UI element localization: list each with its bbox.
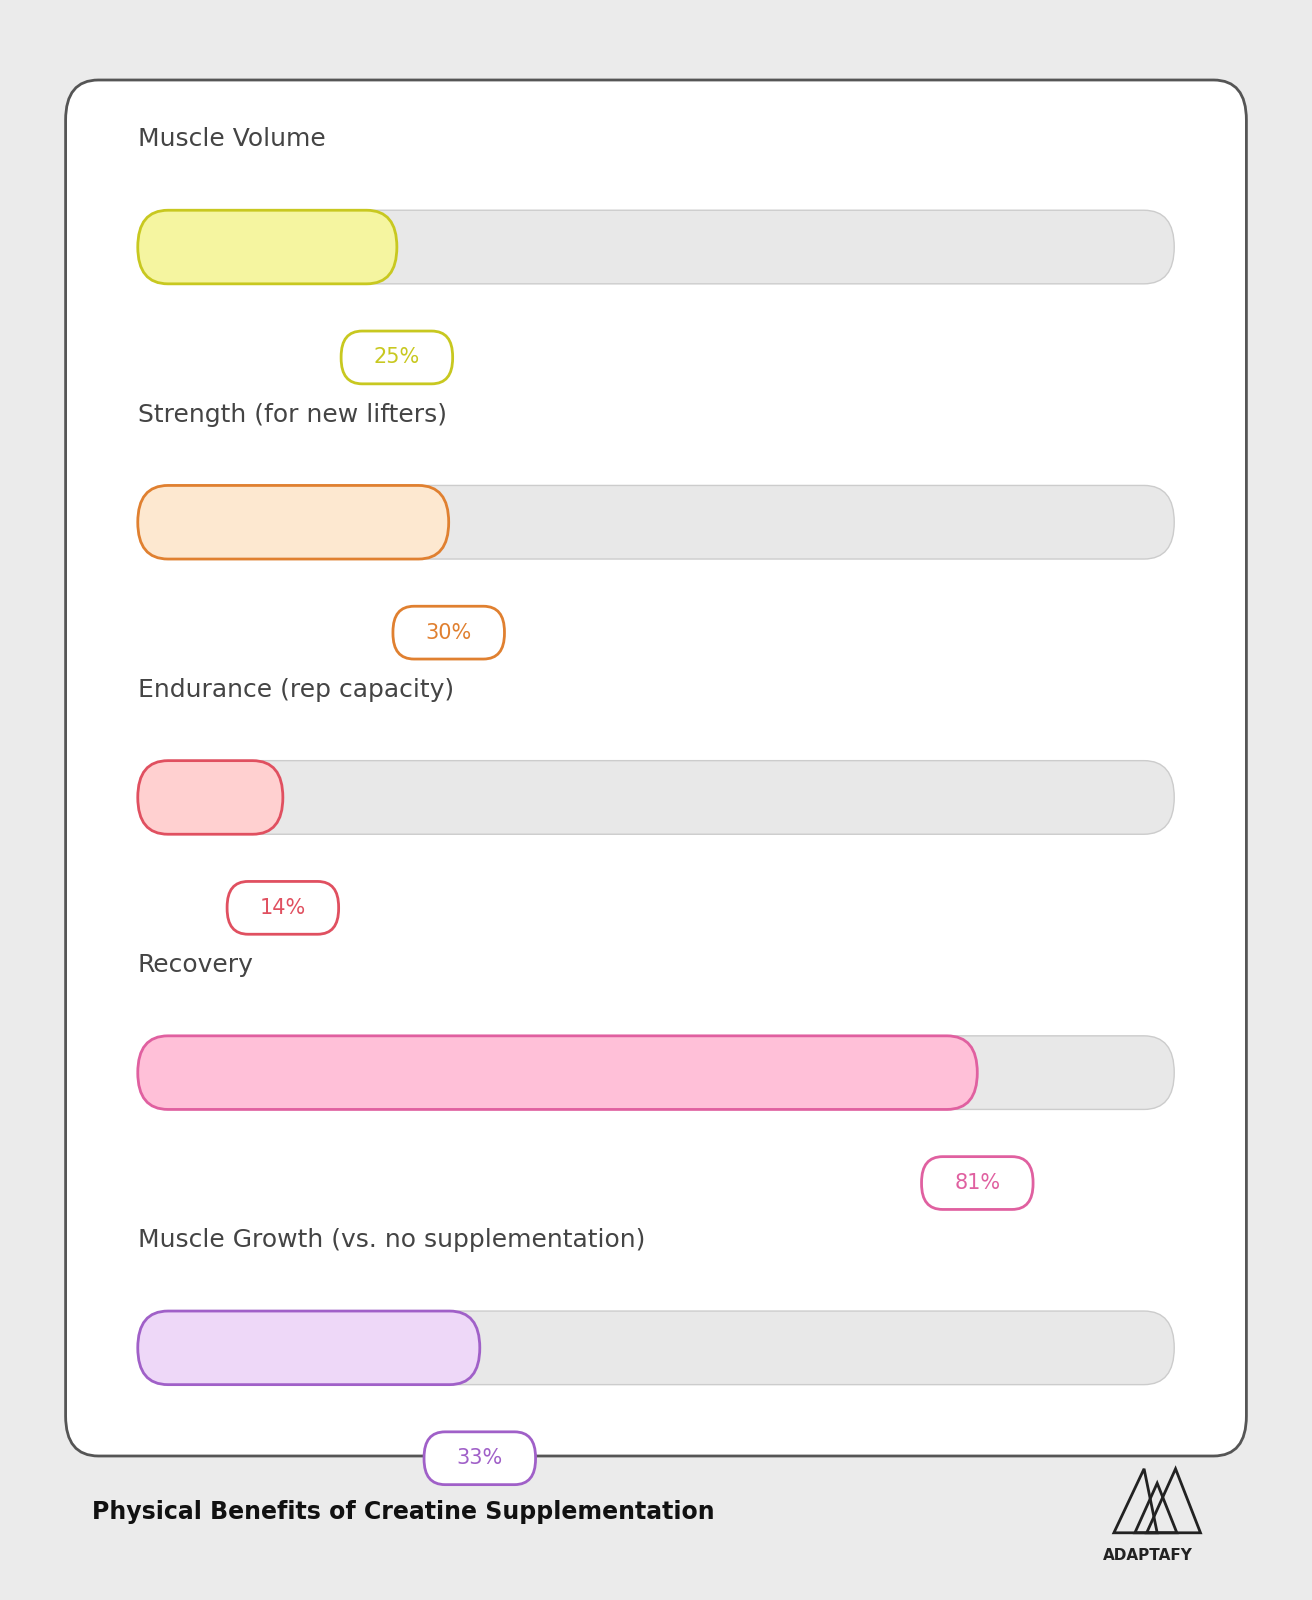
FancyBboxPatch shape [138, 760, 283, 834]
FancyBboxPatch shape [138, 760, 1174, 834]
FancyBboxPatch shape [66, 80, 1246, 1456]
Text: 25%: 25% [374, 347, 420, 368]
FancyBboxPatch shape [138, 210, 396, 283]
Text: Physical Benefits of Creatine Supplementation: Physical Benefits of Creatine Supplement… [92, 1501, 715, 1523]
Text: 33%: 33% [457, 1448, 502, 1469]
FancyBboxPatch shape [138, 1310, 1174, 1384]
FancyBboxPatch shape [341, 331, 453, 384]
FancyBboxPatch shape [138, 485, 449, 558]
FancyBboxPatch shape [138, 210, 1174, 283]
Text: ADAPTAFY: ADAPTAFY [1103, 1547, 1193, 1563]
FancyBboxPatch shape [138, 1035, 977, 1109]
FancyBboxPatch shape [138, 485, 1174, 558]
Text: 81%: 81% [954, 1173, 1000, 1194]
FancyBboxPatch shape [921, 1157, 1033, 1210]
Text: 14%: 14% [260, 898, 306, 918]
FancyBboxPatch shape [138, 1035, 1174, 1109]
Text: Endurance (rep capacity): Endurance (rep capacity) [138, 678, 454, 702]
Text: Muscle Growth (vs. no supplementation): Muscle Growth (vs. no supplementation) [138, 1229, 646, 1253]
FancyBboxPatch shape [424, 1432, 535, 1485]
FancyBboxPatch shape [227, 882, 338, 934]
Text: Strength (for new lifters): Strength (for new lifters) [138, 403, 447, 427]
Text: Muscle Volume: Muscle Volume [138, 128, 325, 152]
FancyBboxPatch shape [138, 1310, 480, 1384]
Text: Recovery: Recovery [138, 954, 253, 978]
Text: 30%: 30% [425, 622, 472, 643]
FancyBboxPatch shape [394, 606, 505, 659]
